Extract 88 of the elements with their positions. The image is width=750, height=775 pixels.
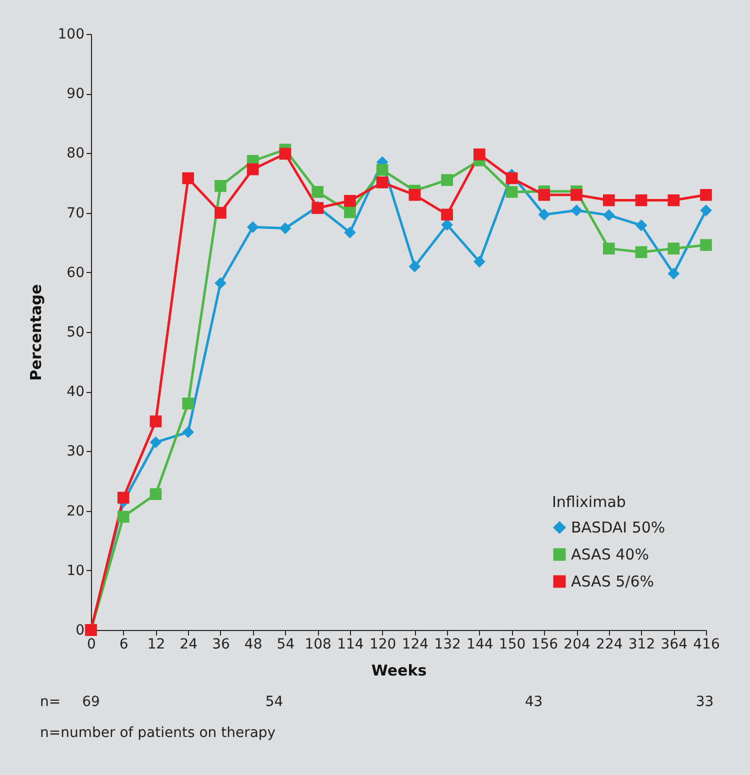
point [376, 176, 388, 188]
point [668, 194, 680, 206]
x-tick-label: 416 [693, 636, 720, 652]
point [700, 189, 712, 201]
legend-title: Infliximab [552, 493, 626, 511]
point [570, 189, 582, 201]
y-axis-title: Percentage [26, 284, 45, 381]
point [150, 415, 162, 428]
x-tick-label: 144 [466, 636, 494, 652]
point [117, 510, 130, 523]
x-tick-label: 156 [531, 636, 558, 652]
point [700, 239, 712, 251]
x-tick-label: 204 [564, 636, 590, 652]
y-tick-label: 40 [66, 384, 84, 400]
point [117, 492, 130, 504]
legend-label: BASDAI 50% [571, 518, 666, 536]
x-tick-label: 312 [628, 636, 656, 652]
y-tick-label: 50 [66, 324, 84, 340]
y-tick-label: 60 [66, 264, 84, 281]
point [182, 172, 194, 184]
point [635, 219, 648, 232]
y-tick-label: 70 [66, 205, 84, 222]
text: 54 [265, 694, 284, 710]
point [214, 206, 226, 219]
point [376, 164, 388, 176]
point [344, 226, 356, 238]
text: n= [40, 694, 61, 710]
x-tick-label: 12 [147, 636, 166, 652]
point [668, 242, 680, 254]
point [279, 148, 292, 160]
point [602, 242, 615, 254]
x-tick-label: 108 [304, 636, 332, 652]
point [506, 186, 518, 198]
x-tick-label: 150 [498, 636, 526, 652]
x-tick-label: 120 [369, 636, 396, 652]
point [506, 172, 518, 184]
text: 43 [524, 694, 543, 710]
point [538, 208, 550, 221]
x-tick-label: 54 [276, 636, 295, 652]
point [214, 277, 226, 290]
legend-label: ASAS 5/6% [571, 572, 654, 590]
y-tick-label: 100 [58, 26, 84, 42]
text: n=number of patients on therapy [40, 725, 276, 741]
y-tick-label: 10 [66, 562, 84, 579]
point [182, 398, 194, 410]
x-tick-label: 24 [180, 636, 198, 652]
point [538, 189, 550, 201]
x-axis-title: Weeks [371, 662, 427, 680]
text: 69 [82, 694, 100, 710]
legend-label: ASAS 40% [571, 546, 649, 564]
y-tick-label: 90 [66, 86, 84, 102]
x-tick-label: 114 [337, 636, 364, 652]
x-tick-label: 132 [434, 636, 461, 652]
point [474, 256, 486, 268]
point [312, 186, 324, 198]
point [441, 174, 453, 186]
x-tick-label: 6 [119, 636, 128, 652]
point [602, 209, 615, 222]
point [408, 189, 421, 201]
point [570, 204, 582, 216]
point [182, 426, 194, 438]
point [668, 268, 680, 280]
point [700, 204, 712, 216]
point [474, 148, 486, 160]
point [246, 163, 259, 176]
x-tick-label: 36 [212, 636, 230, 652]
x-tick-label: 48 [244, 636, 262, 652]
point [408, 260, 421, 272]
point [635, 194, 648, 206]
point [150, 488, 162, 500]
point [344, 206, 356, 218]
x-tick-label: 124 [402, 636, 429, 652]
x-tick-label: 364 [660, 636, 688, 652]
point [344, 194, 356, 207]
text: 33 [696, 694, 714, 710]
point [441, 208, 453, 221]
x-tick-label: 224 [596, 636, 623, 652]
point [214, 180, 226, 192]
y-tick-label: 30 [66, 444, 84, 460]
y-tick-label: 80 [66, 146, 84, 162]
point [246, 221, 259, 234]
point [602, 194, 615, 206]
y-tick-label: 20 [66, 503, 84, 520]
y-tick-label: 0 [76, 622, 84, 638]
point [279, 222, 292, 234]
point [150, 436, 162, 448]
point [635, 246, 648, 258]
x-tick-label: 0 [87, 636, 96, 652]
